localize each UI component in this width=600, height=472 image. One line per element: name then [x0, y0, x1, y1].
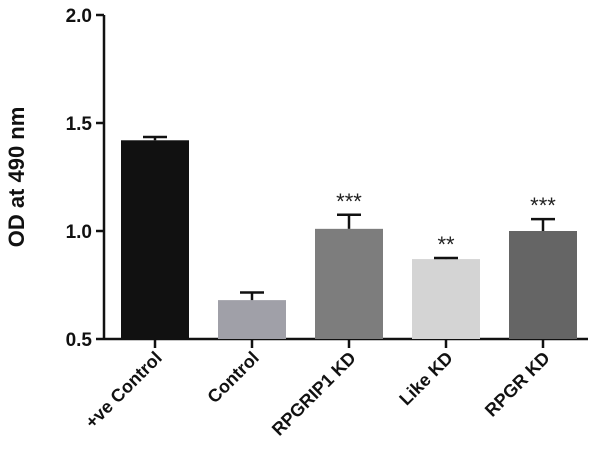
bar — [121, 140, 189, 339]
bar — [218, 300, 286, 339]
significance-label: *** — [530, 193, 556, 218]
y-tick-label: 1.0 — [66, 222, 92, 243]
significance-label: *** — [336, 189, 362, 214]
x-category-label: RPGR KD — [481, 348, 554, 421]
bar — [315, 228, 383, 339]
bar — [412, 259, 480, 339]
x-category-label: Like KD — [395, 348, 457, 410]
x-category-label: RPGRIP1 KD — [268, 348, 360, 440]
x-category-label: Control — [203, 348, 262, 407]
y-tick-label: 0.5 — [66, 330, 93, 351]
significance-label: ** — [437, 232, 455, 257]
bar — [509, 231, 577, 339]
x-category-label: +ve Control — [81, 348, 166, 433]
y-tick-label: 1.5 — [66, 114, 93, 135]
y-tick-label: 2.0 — [66, 6, 92, 27]
y-axis-title: OD at 490 nm — [4, 107, 29, 248]
